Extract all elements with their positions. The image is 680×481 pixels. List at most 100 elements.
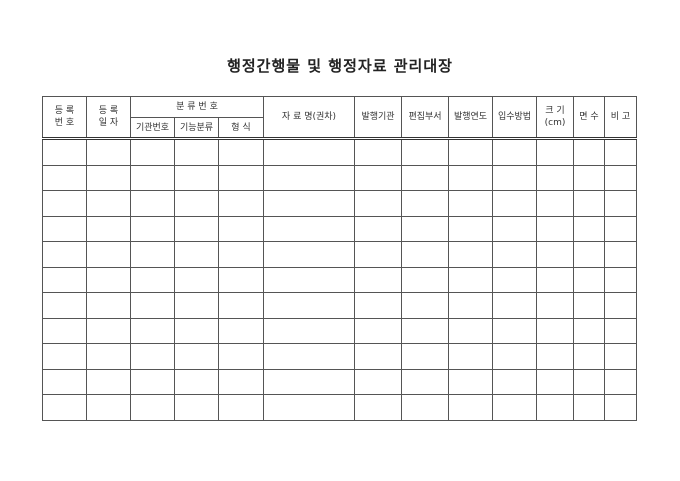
table-cell[interactable] (448, 394, 493, 421)
table-cell[interactable] (174, 266, 219, 293)
table-cell[interactable] (573, 343, 605, 370)
table-cell[interactable] (604, 317, 637, 344)
table-cell[interactable] (42, 190, 87, 217)
table-cell[interactable] (86, 164, 131, 191)
table-cell[interactable] (401, 215, 449, 242)
table-cell[interactable] (130, 343, 175, 370)
table-cell[interactable] (42, 368, 87, 395)
table-cell[interactable] (174, 343, 219, 370)
table-cell[interactable] (448, 292, 493, 319)
table-cell[interactable] (86, 292, 131, 319)
table-cell[interactable] (86, 317, 131, 344)
table-cell[interactable] (492, 343, 537, 370)
table-cell[interactable] (604, 368, 637, 395)
table-cell[interactable] (42, 266, 87, 293)
table-cell[interactable] (174, 215, 219, 242)
table-cell[interactable] (448, 241, 493, 268)
table-cell[interactable] (86, 138, 131, 166)
table-cell[interactable] (263, 317, 355, 344)
table-cell[interactable] (130, 266, 175, 293)
table-cell[interactable] (130, 215, 175, 242)
table-cell[interactable] (263, 241, 355, 268)
table-cell[interactable] (263, 266, 355, 293)
table-cell[interactable] (42, 317, 87, 344)
table-cell[interactable] (536, 164, 574, 191)
table-cell[interactable] (86, 190, 131, 217)
table-cell[interactable] (604, 241, 637, 268)
table-cell[interactable] (536, 292, 574, 319)
table-cell[interactable] (401, 164, 449, 191)
table-cell[interactable] (218, 368, 264, 395)
table-cell[interactable] (263, 164, 355, 191)
table-cell[interactable] (42, 292, 87, 319)
table-cell[interactable] (492, 215, 537, 242)
table-cell[interactable] (218, 292, 264, 319)
table-cell[interactable] (448, 215, 493, 242)
table-cell[interactable] (536, 266, 574, 293)
table-cell[interactable] (354, 138, 402, 166)
table-cell[interactable] (42, 138, 87, 166)
table-cell[interactable] (401, 292, 449, 319)
table-cell[interactable] (86, 394, 131, 421)
table-cell[interactable] (130, 190, 175, 217)
table-cell[interactable] (604, 190, 637, 217)
table-cell[interactable] (536, 317, 574, 344)
table-cell[interactable] (130, 317, 175, 344)
table-cell[interactable] (536, 343, 574, 370)
table-cell[interactable] (492, 241, 537, 268)
table-cell[interactable] (354, 394, 402, 421)
table-cell[interactable] (218, 317, 264, 344)
table-cell[interactable] (174, 368, 219, 395)
table-cell[interactable] (130, 394, 175, 421)
table-cell[interactable] (536, 394, 574, 421)
table-cell[interactable] (130, 138, 175, 166)
table-cell[interactable] (86, 241, 131, 268)
table-cell[interactable] (448, 343, 493, 370)
table-cell[interactable] (573, 164, 605, 191)
table-cell[interactable] (354, 215, 402, 242)
table-cell[interactable] (492, 266, 537, 293)
table-cell[interactable] (448, 164, 493, 191)
table-cell[interactable] (218, 215, 264, 242)
table-cell[interactable] (492, 317, 537, 344)
table-cell[interactable] (354, 266, 402, 293)
table-cell[interactable] (448, 266, 493, 293)
table-cell[interactable] (263, 368, 355, 395)
table-cell[interactable] (448, 317, 493, 344)
table-cell[interactable] (573, 317, 605, 344)
table-cell[interactable] (492, 138, 537, 166)
table-cell[interactable] (604, 292, 637, 319)
table-cell[interactable] (448, 138, 493, 166)
table-cell[interactable] (401, 138, 449, 166)
table-cell[interactable] (604, 266, 637, 293)
table-cell[interactable] (263, 190, 355, 217)
table-cell[interactable] (86, 368, 131, 395)
table-cell[interactable] (130, 368, 175, 395)
table-cell[interactable] (448, 368, 493, 395)
table-cell[interactable] (174, 138, 219, 166)
table-cell[interactable] (42, 164, 87, 191)
table-cell[interactable] (218, 190, 264, 217)
table-cell[interactable] (573, 368, 605, 395)
table-cell[interactable] (604, 343, 637, 370)
table-cell[interactable] (263, 292, 355, 319)
table-cell[interactable] (42, 215, 87, 242)
table-cell[interactable] (130, 164, 175, 191)
table-cell[interactable] (573, 292, 605, 319)
table-cell[interactable] (354, 164, 402, 191)
table-cell[interactable] (86, 266, 131, 293)
table-cell[interactable] (573, 215, 605, 242)
table-cell[interactable] (354, 368, 402, 395)
table-cell[interactable] (401, 241, 449, 268)
table-cell[interactable] (263, 343, 355, 370)
table-cell[interactable] (263, 138, 355, 166)
table-cell[interactable] (401, 190, 449, 217)
table-cell[interactable] (354, 241, 402, 268)
table-cell[interactable] (448, 190, 493, 217)
table-cell[interactable] (218, 394, 264, 421)
table-cell[interactable] (401, 266, 449, 293)
table-cell[interactable] (263, 394, 355, 421)
table-cell[interactable] (218, 266, 264, 293)
table-cell[interactable] (536, 215, 574, 242)
table-cell[interactable] (42, 241, 87, 268)
